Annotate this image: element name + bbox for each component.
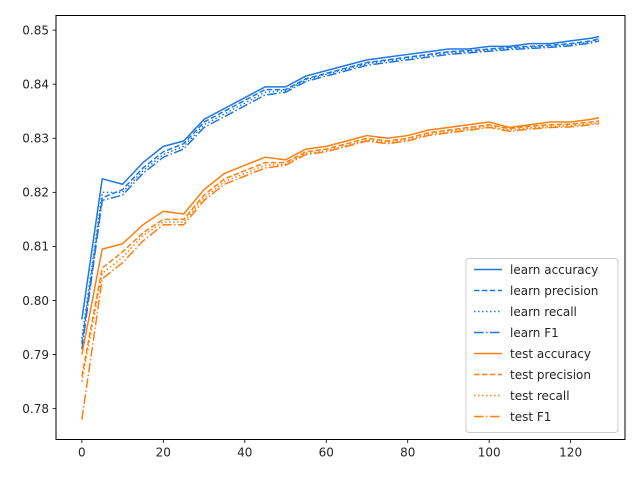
- legend-label: learn accuracy: [510, 263, 598, 277]
- x-tick-label: 40: [237, 446, 252, 460]
- series-line-learn-precision: [81, 38, 600, 344]
- x-tick-label: 120: [559, 446, 582, 460]
- x-tick-label: 60: [319, 446, 334, 460]
- x-tick-label: 100: [478, 446, 501, 460]
- plot-lines: [81, 35, 600, 420]
- x-axis: 0 20 40 60 80 100 120: [78, 439, 582, 460]
- legend-label: learn recall: [510, 305, 577, 319]
- y-axis: 0.78 0.79 0.80 0.81 0.82 0.83 0.84 0.85: [22, 23, 56, 416]
- x-tick-label: 20: [156, 446, 171, 460]
- legend-label: test F1: [510, 410, 551, 424]
- y-tick-label: 0.82: [22, 186, 49, 200]
- legend-label: learn precision: [510, 284, 598, 298]
- x-tick-label: 0: [78, 446, 86, 460]
- y-tick-label: 0.81: [22, 240, 49, 254]
- legend-label: learn F1: [510, 326, 559, 340]
- y-tick-label: 0.80: [22, 294, 49, 308]
- series-line-learn-F1: [81, 40, 600, 350]
- series-line-test-accuracy: [81, 116, 600, 355]
- legend-box: [465, 258, 619, 433]
- series-line-learn-accuracy: [81, 35, 600, 320]
- y-tick-label: 0.78: [22, 402, 49, 416]
- legend: learn accuracy learn precision learn recal…: [465, 258, 619, 433]
- y-tick-label: 0.79: [22, 348, 49, 362]
- series-line-test-precision: [81, 120, 600, 377]
- series-line-test-F1: [81, 122, 600, 420]
- y-tick-label: 0.83: [22, 132, 49, 146]
- axes-frame: [55, 15, 626, 440]
- legend-label: test accuracy: [510, 347, 591, 361]
- x-tick-label: 80: [400, 446, 415, 460]
- y-tick-label: 0.85: [22, 23, 49, 37]
- legend-label: test precision: [510, 368, 591, 382]
- series-line-test-recall: [81, 121, 600, 382]
- series-line-learn-recall: [81, 39, 600, 339]
- y-tick-label: 0.84: [22, 77, 49, 91]
- legend-label: test recall: [510, 389, 570, 403]
